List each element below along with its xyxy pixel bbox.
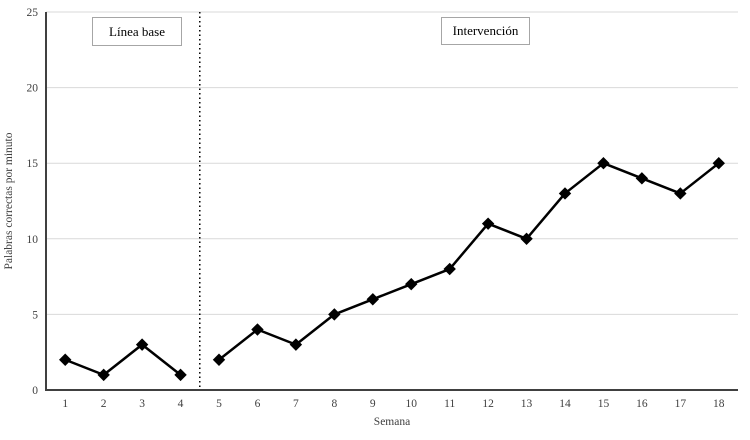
phase-label-intervention: Intervención [441,17,530,45]
x-tick-label: 13 [521,398,533,410]
data-point-marker [328,308,341,321]
data-series-line [64,343,182,377]
data-point-marker [443,262,456,276]
x-tick-label: 12 [482,398,494,410]
x-tick-label: 18 [713,398,725,410]
x-tick-label: 14 [559,398,571,410]
phase-label-baseline-text: Línea base [109,23,165,39]
x-tick-label: 10 [405,398,417,410]
x-tick-label: 5 [216,398,222,410]
data-point-marker [635,172,649,185]
data-point-marker [558,187,572,200]
data-point-marker [135,338,149,351]
data-point-marker [59,353,72,366]
y-tick-label: 15 [27,158,39,170]
x-tick-label: 2 [101,398,107,410]
data-point-marker [366,293,379,306]
data-point-marker [174,368,187,382]
x-tick-label: 3 [139,398,145,410]
x-tick-label: 4 [178,398,184,410]
data-point-marker [520,232,533,246]
y-tick-label: 5 [32,309,38,321]
x-tick-label: 15 [598,398,610,410]
data-point-marker [289,338,303,351]
data-series-line [218,161,720,361]
data-point-marker [674,187,687,200]
data-point-marker [251,323,264,336]
data-point-marker [405,277,418,291]
x-tick-label: 8 [331,398,337,410]
x-tick-label: 11 [444,398,455,410]
x-tick-label: 17 [675,398,687,410]
x-tick-label: 16 [636,398,648,410]
data-point-marker [212,353,226,366]
phase-label-baseline: Línea base [92,17,182,46]
x-tick-label: 7 [293,398,299,410]
x-tick-label: 1 [62,398,68,410]
data-point-marker [712,156,725,170]
data-point-marker [597,156,610,170]
y-tick-label: 25 [27,7,39,19]
data-point-marker [481,217,495,230]
phase-label-intervention-text: Intervención [452,23,519,38]
y-axis-title: Palabras correctas por minuto [3,132,15,270]
y-tick-label: 20 [27,83,39,95]
x-tick-label: 6 [255,398,261,410]
y-tick-label: 0 [32,385,38,397]
x-axis-title: Semana [373,416,411,428]
y-tick-label: 10 [27,234,39,246]
x-tick-label: 9 [370,398,376,410]
data-point-marker [97,368,110,382]
